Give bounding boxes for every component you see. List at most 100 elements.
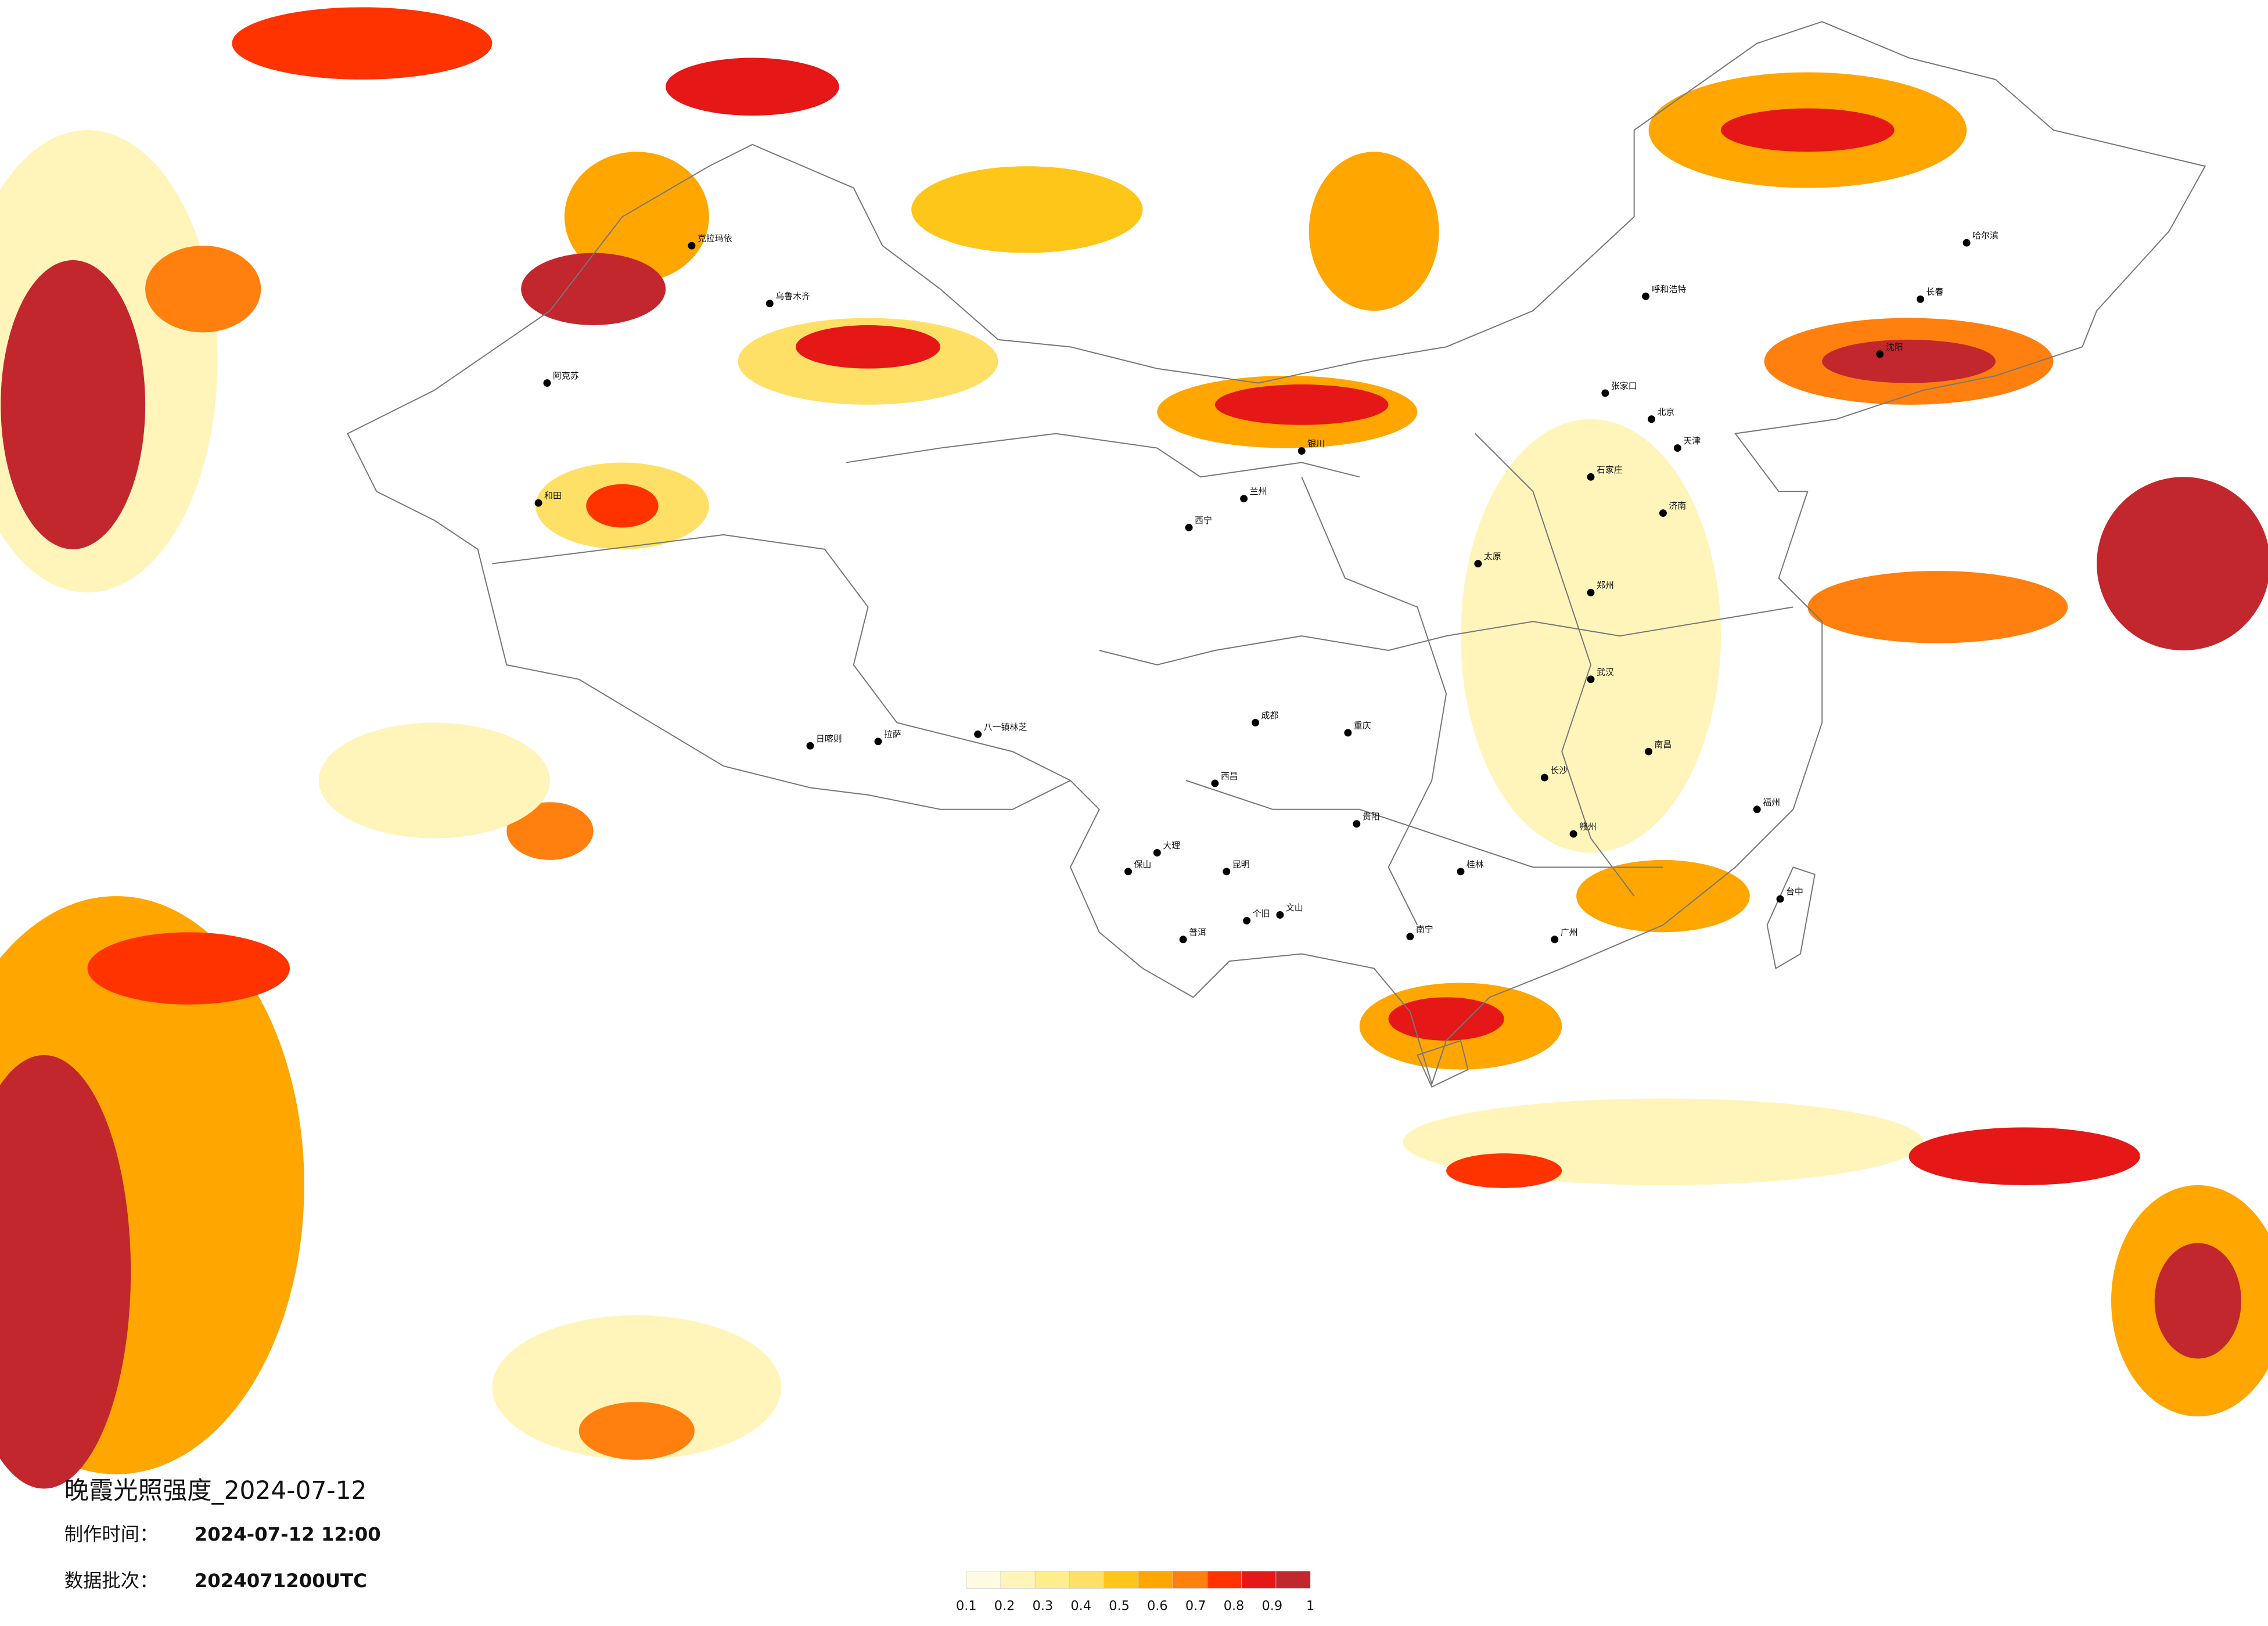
glow-patch [1460,419,1721,853]
city-label: 普洱 [1189,927,1206,937]
city-label: 大理 [1163,840,1180,851]
glow-field [0,7,2268,1489]
glow-patch [578,1402,695,1460]
colorbar-tick-label: 0.3 [1033,1599,1054,1614]
city-dot [1601,389,1609,397]
colorbar-tick-label: 0.8 [1224,1599,1245,1614]
colorbar-tick-label: 0.7 [1185,1599,1206,1614]
glow-patch [1446,1153,1562,1188]
city-label: 昆明 [1232,859,1250,869]
glow-patch [1807,571,2068,643]
colorbar-tick-label: 0.1 [956,1599,977,1614]
colorbar-tick-label: 0.5 [1109,1599,1130,1614]
city-label: 张家口 [1611,381,1637,391]
city-dot [1540,774,1548,782]
colorbar-cell [1241,1571,1277,1589]
city-label: 贵阳 [1363,811,1380,822]
city-label: 长沙 [1550,765,1568,776]
colorbar-tick-label: 0.6 [1147,1599,1168,1614]
city-dot [1406,933,1414,941]
glow-patch [492,1315,782,1460]
city-label: 太原 [1484,551,1501,562]
city-label: 西昌 [1221,771,1238,782]
city-label: 天津 [1683,436,1701,446]
city-label: 赣州 [1579,822,1597,832]
city-label: 济南 [1669,501,1686,511]
province-border [1099,606,1793,665]
province-border [1301,476,1447,926]
city-label: 乌鲁木齐 [775,291,810,301]
city-label: 石家庄 [1597,465,1623,475]
glow-patch [1309,152,1439,311]
glow-patch [2154,1243,2241,1359]
city-label: 南昌 [1655,739,1672,750]
glow-patch [1822,339,1996,383]
map-title: 晚霞光照强度_2024-07-12 [64,1476,367,1505]
city-label: 八一镇林芝 [984,722,1027,732]
city-dot [1185,523,1193,531]
city-dot [543,379,551,387]
city-label: 桂林 [1467,859,1484,869]
city-dot [974,730,982,738]
city-dot [1642,292,1650,300]
city-dot [1587,473,1595,481]
city-label: 台中 [1786,887,1803,897]
city-dot [1876,350,1884,358]
colorbar-cell [1275,1571,1311,1589]
city-label: 克拉玛依 [698,233,732,244]
city-label: 西宁 [1195,515,1212,526]
batch: 2024071200UTC [195,1570,367,1592]
city-dot [1648,415,1655,423]
colorbar-tick-label: 1 [1306,1599,1314,1614]
city-dot [1587,675,1595,684]
city-dot [806,742,814,750]
city-dot [688,242,696,250]
city-label: 哈尔滨 [1972,231,1999,241]
city-dot [1211,779,1219,787]
city-dot [1916,295,1924,303]
city-dot [1344,729,1352,737]
city-label: 成都 [1261,710,1279,721]
city-label: 文山 [1286,902,1303,913]
city-dot [1153,848,1161,857]
city-label: 拉萨 [884,729,901,739]
city-dot [1659,509,1667,517]
city-dot [1457,868,1465,876]
glow-patch [564,152,709,282]
city-label: 保山 [1134,859,1152,869]
glow-patch [1388,997,1504,1041]
batch-label: 数据批次： [64,1570,159,1592]
island-outline [1766,866,1816,970]
made-time: 2024-07-12 12:00 [195,1523,381,1545]
colorbar: 0.1 0.2 0.3 0.4 0.5 0.6 0.7 0.8 0.9 1 [956,1571,1314,1614]
glow-patch [506,802,594,860]
island-outline [1416,1039,1469,1088]
glow-patch [145,246,261,333]
city-dot [1252,718,1260,726]
city-dot [1223,868,1231,876]
colorbar-cell [1172,1571,1207,1589]
city-dot [1276,911,1284,919]
glow-patch [318,722,550,839]
header: 晚霞光照强度_2024-07-12 制作时间： 2024-07-12 12:00… [64,1476,381,1592]
colorbar-cell [1207,1571,1242,1589]
city-label: 长春 [1926,287,1943,297]
city-dot [765,300,774,308]
city-dot [1243,916,1251,924]
city-dot [1297,447,1306,455]
glow-patch [87,932,290,1005]
city-dot [1551,936,1559,944]
city-label: 日喀则 [816,733,842,744]
city-label: 郑州 [1597,580,1614,591]
city-label: 福州 [1763,797,1780,807]
colorbar-cell [1104,1571,1139,1589]
city-dot [1240,495,1248,503]
colorbar-tick-label: 0.4 [1070,1599,1091,1614]
city-label: 银川 [1307,438,1325,449]
city-dot [1179,936,1187,944]
city-label: 武汉 [1597,667,1614,677]
glow-patch [1576,859,1750,933]
